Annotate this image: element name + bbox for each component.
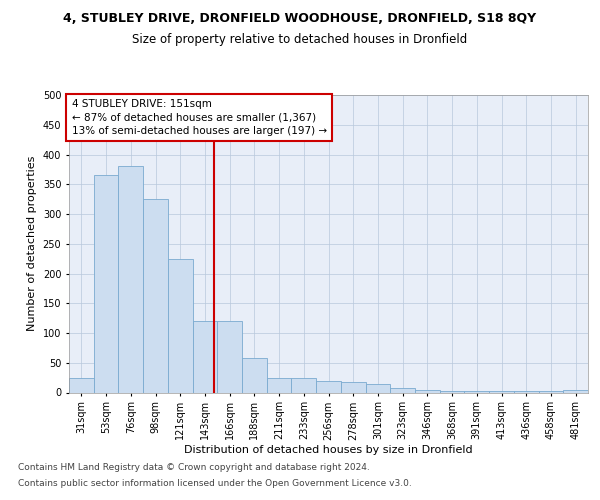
X-axis label: Distribution of detached houses by size in Dronfield: Distribution of detached houses by size …: [184, 445, 473, 455]
Text: Size of property relative to detached houses in Dronfield: Size of property relative to detached ho…: [133, 32, 467, 46]
Bar: [563, 390, 588, 392]
Bar: [415, 390, 440, 392]
Bar: [365, 384, 390, 392]
Bar: [242, 358, 267, 392]
Bar: [193, 321, 217, 392]
Bar: [440, 390, 464, 392]
Text: 4 STUBLEY DRIVE: 151sqm
← 87% of detached houses are smaller (1,367)
13% of semi: 4 STUBLEY DRIVE: 151sqm ← 87% of detache…: [71, 100, 327, 136]
Y-axis label: Number of detached properties: Number of detached properties: [27, 156, 37, 332]
Bar: [292, 378, 316, 392]
Text: Contains public sector information licensed under the Open Government Licence v3: Contains public sector information licen…: [18, 479, 412, 488]
Bar: [316, 380, 341, 392]
Bar: [168, 258, 193, 392]
Bar: [390, 388, 415, 392]
Bar: [69, 378, 94, 392]
Bar: [118, 166, 143, 392]
Bar: [217, 321, 242, 392]
Bar: [143, 199, 168, 392]
Bar: [341, 382, 365, 392]
Bar: [267, 378, 292, 392]
Text: 4, STUBLEY DRIVE, DRONFIELD WOODHOUSE, DRONFIELD, S18 8QY: 4, STUBLEY DRIVE, DRONFIELD WOODHOUSE, D…: [64, 12, 536, 26]
Text: Contains HM Land Registry data © Crown copyright and database right 2024.: Contains HM Land Registry data © Crown c…: [18, 462, 370, 471]
Bar: [94, 176, 118, 392]
